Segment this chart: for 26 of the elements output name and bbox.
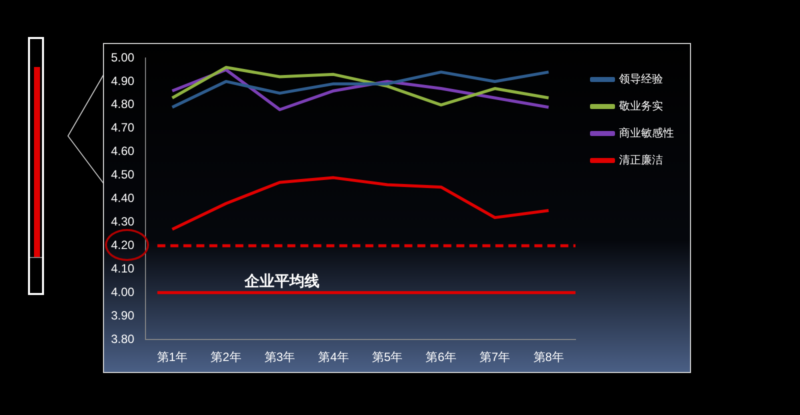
x-tick-label: 第2年 xyxy=(210,350,242,364)
x-tick-label: 第7年 xyxy=(480,350,510,364)
y-tick-label: 4.90 xyxy=(110,74,135,88)
y-tick-label: 3.90 xyxy=(110,308,135,322)
y-tick-label: 4.80 xyxy=(110,97,135,112)
y-tick-label: 4.50 xyxy=(110,168,135,182)
y-tick-label: 3.80 xyxy=(110,332,135,346)
y-tick-label: 4.30 xyxy=(110,214,135,229)
legend-label: 敬业务实 xyxy=(619,100,663,113)
y-tick-label: 4.60 xyxy=(110,144,135,158)
x-tick-label: 第1年 xyxy=(156,350,188,364)
legend-label: 商业敏感性 xyxy=(619,126,674,140)
x-tick-label: 第3年 xyxy=(264,350,296,364)
ref-line-label: 企业平均线 xyxy=(243,272,320,290)
x-tick-label: 第4年 xyxy=(318,350,349,364)
legend-label: 清正廉洁 xyxy=(619,154,663,167)
y-tick-label: 4.40 xyxy=(110,191,135,206)
y-tick-label: 4.70 xyxy=(110,120,135,135)
legend-label: 领导经验 xyxy=(619,74,663,86)
x-tick-label: 第8年 xyxy=(533,350,564,364)
y-tick-label: 4.20 xyxy=(110,238,135,252)
y-tick-label: 5.00 xyxy=(110,50,135,64)
x-tick-label: 第6年 xyxy=(426,350,456,364)
x-tick-label: 第5年 xyxy=(372,350,403,364)
y-tick-label: 4.10 xyxy=(110,262,135,276)
y-tick-label: 4.00 xyxy=(110,284,135,299)
